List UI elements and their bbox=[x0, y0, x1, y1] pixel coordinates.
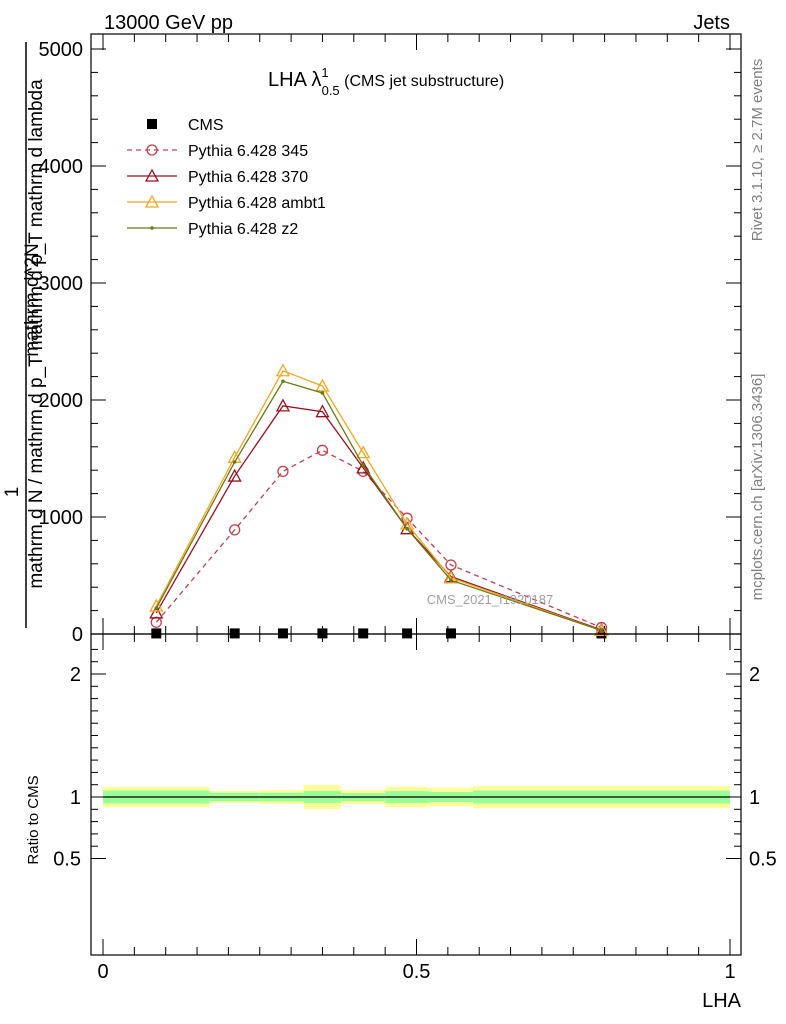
data-point-1-1 bbox=[229, 524, 241, 536]
data-point-2-1 bbox=[227, 468, 242, 482]
data-point-4-6 bbox=[449, 578, 453, 582]
data-point-2-0 bbox=[149, 605, 164, 619]
data-point-4-2 bbox=[281, 379, 285, 384]
x-axis-label: LHA bbox=[702, 990, 742, 1012]
data-point-4-5 bbox=[405, 526, 409, 531]
data-point-1-2 bbox=[277, 465, 289, 478]
main-title-prefix: LHA λ bbox=[268, 69, 321, 91]
data-point-3-3 bbox=[315, 378, 330, 392]
ratio-panel: 0 0.5 1 0.5 0.5 1 1 2 2 bbox=[53, 633, 777, 983]
legend-label-0: CMS bbox=[188, 117, 224, 134]
data-point-4-1 bbox=[232, 460, 237, 464]
ratio-y-tick-label-right: 2 bbox=[749, 664, 760, 686]
main-y-tick-label: 1000 bbox=[39, 507, 84, 529]
ratio-x-tick-label: 1 bbox=[724, 961, 735, 983]
legend-marker-1 bbox=[146, 144, 158, 156]
legend-label-2: Pythia 6.428 370 bbox=[188, 169, 308, 186]
ratio-x-tick-label: 0.5 bbox=[403, 961, 431, 983]
legend-label-3: Pythia 6.428 ambt1 bbox=[188, 195, 326, 212]
data-point-4-4 bbox=[361, 463, 366, 468]
data-point-2-2 bbox=[275, 398, 291, 412]
legend-marker-3 bbox=[144, 194, 160, 208]
analysis-watermark: CMS_2021_I1920187 bbox=[427, 592, 554, 607]
ratio-y-tick-label: 0.5 bbox=[53, 849, 81, 871]
series-line-1 bbox=[155, 449, 602, 629]
data-point-4-7 bbox=[599, 628, 604, 633]
ratio-y-tick-label: 1 bbox=[70, 787, 81, 809]
data-point-2-4 bbox=[356, 460, 371, 474]
data-point-4-0 bbox=[154, 606, 159, 611]
main-panel: 0 1000 2000 3000 4000 5000 CMS Pythia 6.428 345… bbox=[39, 33, 742, 646]
legend-marker-0 bbox=[147, 119, 157, 129]
main-title-sub: 0.5 bbox=[322, 83, 340, 98]
header-left: 13000 GeV pp bbox=[104, 12, 233, 34]
data-point-1-3 bbox=[316, 444, 329, 456]
header-right: Jets bbox=[693, 12, 730, 34]
ratio-y-tick-label-right: 0.5 bbox=[749, 849, 777, 871]
series-line-3 bbox=[155, 369, 602, 632]
series-line-4 bbox=[155, 380, 602, 632]
main-title-sup: 1 bbox=[321, 65, 328, 80]
main-y-tick-label: 2000 bbox=[39, 390, 84, 412]
main-y-tick-label: 0 bbox=[72, 624, 83, 646]
data-point-4-3 bbox=[320, 391, 325, 395]
main-y-tick-label: 4000 bbox=[39, 156, 84, 178]
rivet-label: Rivet 3.1.10, ≥ 2.7M events bbox=[749, 59, 766, 242]
legend-marker-2 bbox=[144, 168, 160, 182]
legend-label-1: Pythia 6.428 345 bbox=[188, 143, 308, 160]
main-y-tick-label: 3000 bbox=[39, 273, 84, 295]
ratio-y-label: Ratio to CMS bbox=[25, 775, 42, 864]
ratio-y-tick-label: 2 bbox=[70, 664, 81, 686]
legend-label-4: Pythia 6.428 z2 bbox=[188, 221, 298, 238]
ratio-x-tick-label: 0 bbox=[97, 961, 108, 983]
main-title: LHA λ1 0.5 (CMS jet substructure) bbox=[268, 65, 504, 98]
ratio-y-tick-label-right: 1 bbox=[749, 787, 760, 809]
y-axis-label-top: mathrm d^2N bbox=[22, 243, 43, 356]
data-point-3-0 bbox=[149, 598, 164, 612]
data-point-3-2 bbox=[275, 363, 291, 377]
mcplots-label: mcplots.cern.ch [arXiv:1306.3436] bbox=[749, 374, 766, 601]
y-axis-label-numerator: 1 bbox=[2, 487, 23, 498]
main-title-suffix: (CMS jet substructure) bbox=[340, 73, 504, 90]
main-y-tick-label: 5000 bbox=[39, 39, 84, 61]
data-point-2-3 bbox=[315, 404, 330, 418]
y-axis-label-denominator: mathrm d N / mathrm d p_T mathrm d p_T m… bbox=[26, 79, 47, 589]
data-point-3-4 bbox=[356, 445, 371, 459]
legend-marker-4 bbox=[150, 226, 154, 230]
